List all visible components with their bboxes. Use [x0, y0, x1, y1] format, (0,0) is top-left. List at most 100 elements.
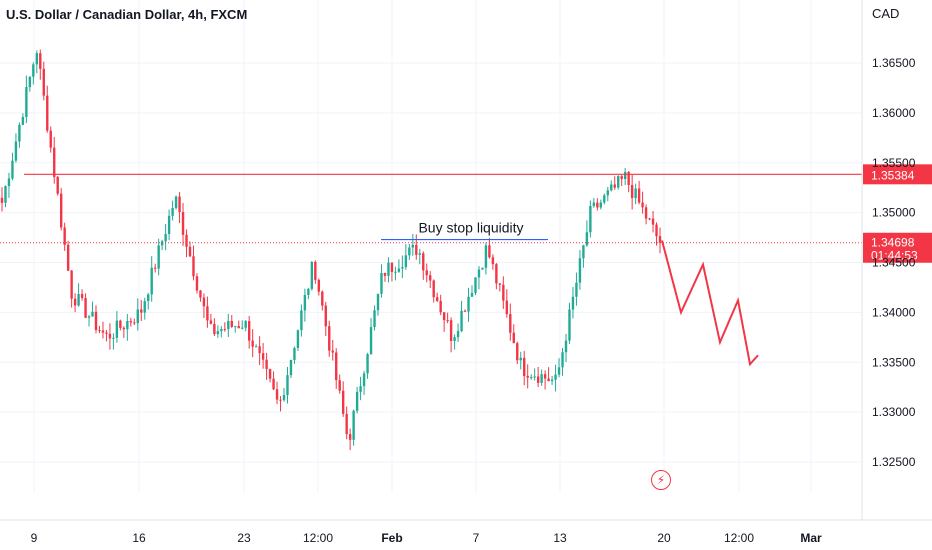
candle-body	[564, 340, 568, 353]
candle-body	[498, 283, 502, 285]
candle-body	[101, 330, 105, 333]
candle-body	[474, 277, 477, 294]
candle-body	[206, 306, 209, 321]
candle-body	[46, 95, 49, 131]
candle-body	[282, 395, 286, 401]
candle-body	[561, 352, 564, 368]
candle-body	[536, 376, 540, 383]
candle-body	[53, 147, 56, 177]
candle-body	[547, 378, 550, 382]
candle-body	[512, 332, 515, 344]
candle-body	[195, 276, 199, 291]
candle-body	[449, 320, 453, 341]
candle-body	[275, 389, 279, 400]
x-tick-label: 16	[132, 531, 146, 545]
candle-body	[463, 310, 467, 312]
candle-body	[540, 374, 543, 383]
candle-body	[150, 267, 153, 295]
candle-body	[596, 202, 599, 208]
candle-body	[575, 282, 578, 297]
candle-body	[529, 377, 533, 379]
candle-body	[213, 323, 216, 335]
candle-body	[627, 171, 630, 185]
candle-body	[495, 264, 498, 284]
candle-body	[408, 247, 411, 256]
candle-body	[105, 332, 108, 334]
candle-body	[14, 141, 18, 161]
candle-body	[376, 293, 380, 311]
y-tick-label: 1.33000	[872, 405, 916, 419]
candle-body	[655, 224, 658, 237]
candle-body	[157, 245, 160, 269]
candle-body	[404, 255, 408, 268]
candle-body	[585, 232, 589, 246]
candle-body	[341, 390, 345, 414]
candle-body	[133, 322, 136, 324]
candle-body	[644, 207, 648, 219]
candle-body	[523, 357, 526, 376]
candle-body	[630, 184, 634, 199]
candle-body	[227, 320, 230, 330]
candle-body	[289, 359, 293, 376]
candle-body	[279, 399, 282, 401]
candle-body	[418, 253, 421, 255]
candle-body	[620, 176, 623, 179]
candle-body	[366, 354, 369, 374]
candle-body	[254, 346, 258, 348]
candle-body	[554, 374, 557, 380]
candle-body	[268, 368, 272, 379]
candle-body	[35, 53, 39, 65]
candle-body	[634, 188, 637, 199]
candle-body	[383, 273, 387, 276]
candle-body	[56, 176, 59, 194]
candle-body	[258, 346, 261, 354]
candle-body	[623, 171, 627, 179]
x-tick-label: Feb	[381, 531, 402, 545]
candle-body	[582, 245, 585, 259]
candle-body	[637, 188, 641, 203]
candle-body	[592, 202, 596, 207]
candle-body	[380, 273, 383, 294]
candle-body	[42, 68, 45, 96]
candle-body	[613, 184, 616, 188]
candle-body	[223, 329, 227, 331]
lightning-icon[interactable]: ⚡	[651, 470, 671, 490]
candle-body	[477, 269, 481, 278]
candle-body	[91, 311, 94, 317]
candle-body	[307, 288, 310, 295]
candle-body	[192, 256, 195, 277]
candle-body	[87, 316, 91, 318]
candle-body	[617, 176, 620, 188]
candle-body	[122, 327, 126, 330]
candle-body	[328, 326, 331, 351]
x-tick-label: 9	[31, 531, 38, 545]
grid	[0, 0, 862, 492]
candle-body	[491, 257, 495, 265]
candle-body	[174, 196, 178, 208]
y-tick-label: 1.34500	[872, 256, 916, 270]
candle-body	[401, 267, 404, 269]
x-tick-label: 7	[473, 531, 480, 545]
candle-body	[481, 267, 484, 270]
candle-body	[171, 207, 174, 216]
x-tick-label: 20	[657, 531, 671, 545]
candle-body	[314, 261, 317, 280]
candle-body	[505, 300, 509, 315]
candle-body	[220, 329, 223, 332]
candle-body	[230, 320, 233, 327]
candle-body	[94, 311, 98, 331]
candle-body	[216, 331, 220, 335]
candle-body	[394, 271, 397, 273]
candle-body	[126, 321, 129, 330]
x-tick-label: 23	[237, 531, 251, 545]
candle-body	[331, 350, 334, 353]
candle-body	[140, 309, 143, 313]
candle-body	[49, 130, 52, 148]
candle-body	[571, 296, 575, 310]
candle-body	[0, 197, 4, 203]
candle-body	[317, 279, 321, 292]
candle-body	[415, 244, 418, 255]
